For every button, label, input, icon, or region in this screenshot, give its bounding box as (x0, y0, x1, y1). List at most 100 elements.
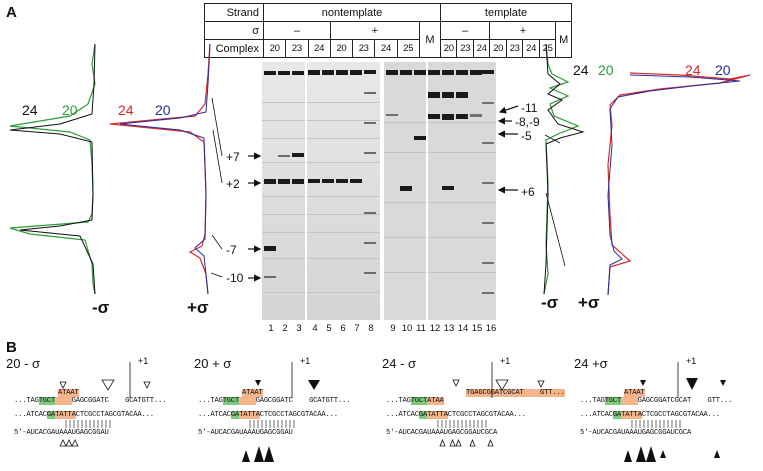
trace-right-plus-sigma (607, 72, 751, 295)
seq-part: ATAAT (58, 389, 79, 397)
trace-label-20: 20 (715, 62, 731, 78)
seq-part: TATTA (55, 411, 76, 419)
seq-part: CTCGCCTAGCGTACAA... (259, 411, 338, 419)
rna-sequence: 5′-AUCACGAUAAAUGAGCGGAUCGCA (386, 429, 498, 437)
complex-cell: 20 (329, 39, 354, 58)
seq-part: ...ATCAC (198, 411, 231, 419)
sigma-plus-label: +σ (578, 293, 600, 312)
panel-a-letter: A (6, 4, 17, 21)
lane-number: 9 (390, 323, 396, 334)
complex-cell: 24 (472, 39, 491, 58)
nontemplate-box: ATAAT (624, 389, 645, 397)
rna-sequence: 5′-AUCACGAUAAAUGAGCGGAU (14, 429, 109, 437)
seq-part: GA (612, 411, 622, 419)
seq-part: TGCT (604, 397, 622, 405)
seq-part: ...TAG (198, 397, 223, 405)
lane-number: 13 (443, 323, 455, 334)
nontemplate-box: TGAGCGGATCGCAT GTT... (466, 389, 565, 397)
sigma-plus-label: +σ (187, 298, 209, 317)
template-sequence: ...ATCACGATATTACTCGCCTAGCGTACAA... (14, 411, 154, 419)
band-label-minus8-9: -8,-9 (515, 115, 540, 129)
trace-label-20: 20 (62, 102, 78, 118)
gel-header-table: Strand nontemplate template σ – + M – + … (204, 3, 572, 58)
seq-part (239, 397, 256, 405)
seq-part: ...ATCAC (580, 411, 613, 419)
lane-number: 2 (282, 323, 288, 334)
template-sequence: ...ATCACGATATTACTCGCCTAGCGTACAA... (198, 411, 338, 419)
seq-part: TGCT (38, 397, 56, 405)
panel-b-letter: B (6, 339, 17, 356)
trace-label-24: 24 (573, 62, 589, 78)
complex-cell: 25 (396, 39, 420, 58)
trace-label-20: 20 (155, 102, 171, 118)
nontemplate-sequence: ...TAGTGCTATAA (386, 397, 444, 405)
seq-part: ATAAT (242, 389, 263, 397)
plus1-label: +1 (686, 356, 697, 366)
seq-part: GAGCGGATC GCATGTT... (255, 397, 351, 405)
seq-part: TGAGCGGATCGCAT GTT... (466, 389, 565, 397)
plus1-label: +1 (500, 356, 511, 366)
seq-part: TATTA (239, 411, 260, 419)
band-label-plus6: +6 (521, 185, 535, 199)
lane-number: 11 (416, 323, 426, 334)
seq-part: GAGCGGATC GCATGTT... (71, 397, 167, 405)
lane-number: 7 (354, 323, 360, 334)
template-sequence: ...ATCACGATATTACTCGCCTAGCGTACAA... (386, 411, 526, 419)
condition-title: 24 +σ (574, 356, 608, 371)
seq-part (621, 397, 638, 405)
trace-left-plus-sigma (109, 44, 211, 294)
trace-right-minus-sigma (543, 44, 585, 294)
trace-label-24: 24 (22, 102, 38, 118)
seq-part: TATTA (621, 411, 642, 419)
marker-nt: M (418, 21, 442, 58)
seq-part: ...TAG (14, 397, 39, 405)
band-label-minus7: -7 (226, 243, 237, 257)
nontemplate-sequence: ...TAGTGCT GAGCGGATC GCATGTT... (14, 397, 166, 405)
seq-part: GA (46, 411, 56, 419)
lane-number: 6 (340, 323, 346, 334)
complex-cell: 25 (538, 39, 557, 58)
seq-part: TGCT (222, 397, 240, 405)
seq-part: ...ATCAC (386, 411, 419, 419)
nontemplate-box: ATAAT (58, 389, 79, 397)
trace-label-24: 24 (685, 62, 701, 78)
condition-title: 24 - σ (382, 356, 417, 371)
lane-number: 5 (326, 323, 332, 334)
seq-part: ...TAG (386, 397, 411, 405)
rna-sequence: 5′-AUCACGAUAAAUGAGCGGAUCGCA (580, 429, 692, 437)
nontemplate-sequence: ...TAGTGCT GAGCGGATC GCATGTT... (198, 397, 350, 405)
lane-number: 14 (457, 323, 469, 334)
plus1-label: +1 (138, 356, 149, 366)
condition-title: 20 + σ (194, 356, 232, 371)
complex-row-label: Complex (204, 39, 264, 58)
band-label-minus10: -10 (226, 271, 244, 285)
rna-sequence: 5′-AUCACGAUAAAUGAGCGGAU (198, 429, 293, 437)
sigma-minus-label: -σ (92, 298, 110, 317)
seq-part (55, 397, 72, 405)
lane-number: 3 (296, 323, 302, 334)
seq-part: ...TAG (580, 397, 605, 405)
lane-number: 12 (429, 323, 441, 334)
lane-number: 1 (268, 323, 274, 334)
lane-number: 8 (368, 323, 374, 334)
seq-part: CTCGCCTAGCGTACAA... (641, 411, 720, 419)
seq-part: CTCGCCTAGCGTACAA... (447, 411, 526, 419)
seq-part: CTCGCCTAGCGTACAA... (75, 411, 154, 419)
seq-part: ATAAT (624, 389, 645, 397)
plus1-label: +1 (300, 356, 311, 366)
nontemplate-box: ATAAT (242, 389, 263, 397)
seq-part: TGCT (410, 397, 428, 405)
lane-number: 4 (312, 323, 318, 334)
seq-part: GA (418, 411, 428, 419)
trace-label-20: 20 (598, 62, 614, 78)
gel-nontemplate (262, 62, 380, 320)
band-label-plus7: +7 (226, 150, 240, 164)
condition-title: 20 - σ (6, 356, 41, 371)
lane-number: 10 (401, 323, 413, 334)
sigma-minus-label: -σ (541, 293, 559, 312)
band-label-minus5: -5 (521, 129, 532, 143)
gel-template (384, 62, 496, 320)
nontemplate-sequence: ...TAGTGCT GAGCGGATCGCAT GTT... (580, 397, 732, 405)
